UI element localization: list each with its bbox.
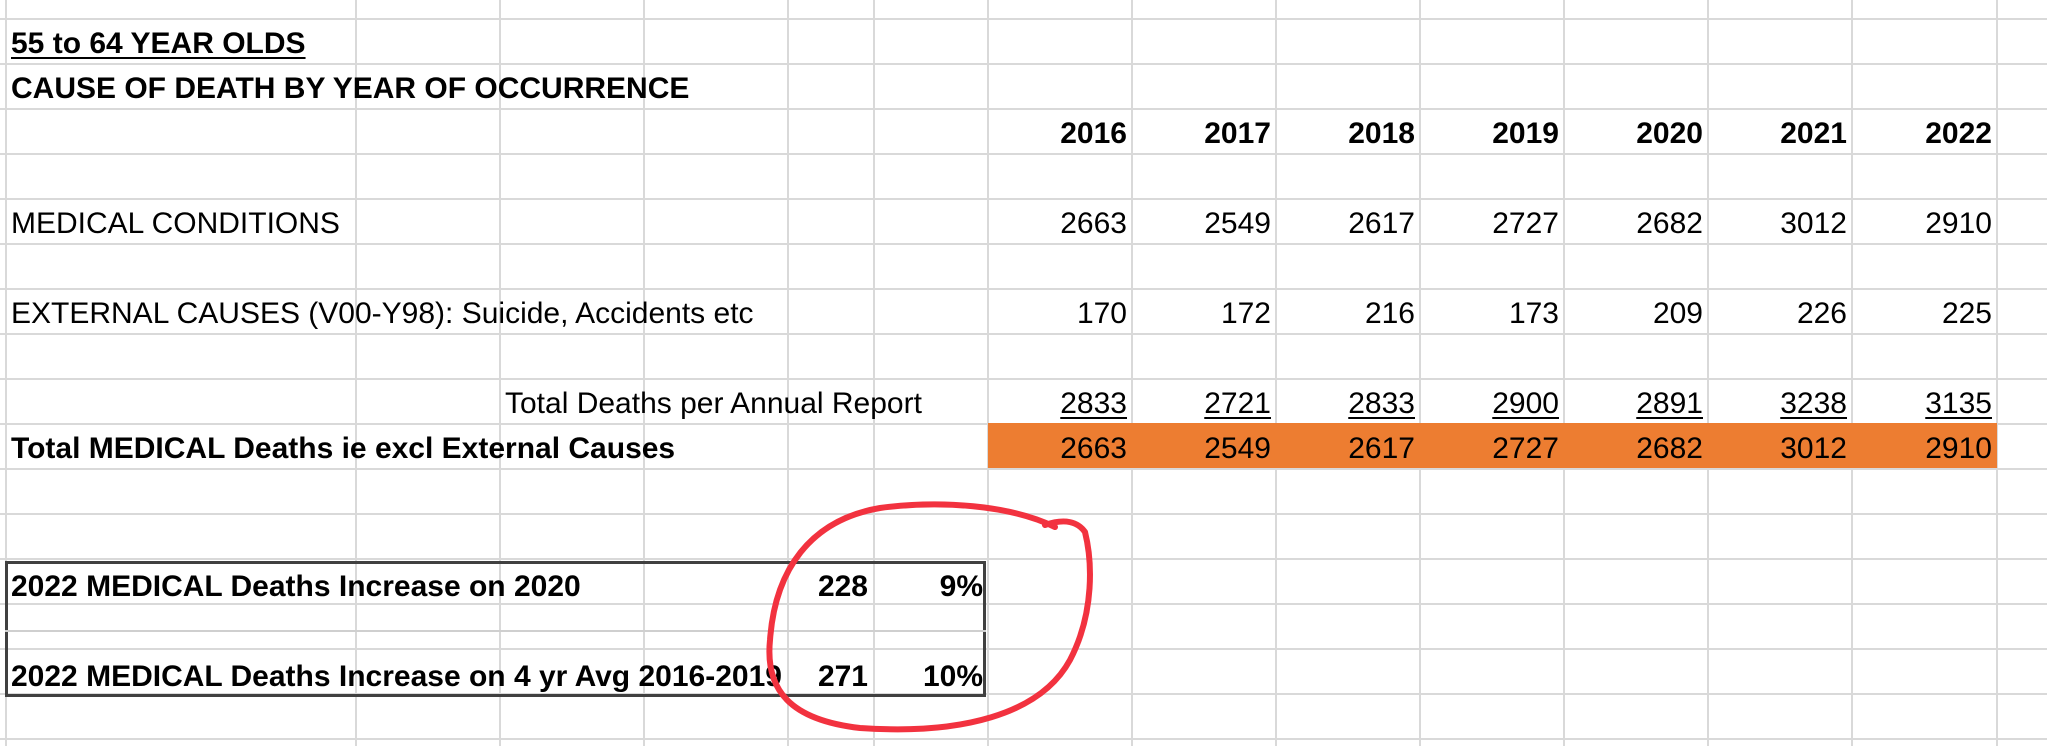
total-annual-cell[interactable]: 2900 [1492, 387, 1559, 420]
gridline [1996, 0, 1998, 746]
gridline [0, 63, 2047, 65]
external-causes-cell[interactable]: 172 [1220, 297, 1271, 330]
medical-conditions-cell[interactable]: 2549 [1204, 207, 1271, 240]
year-header[interactable]: 2020 [1636, 117, 1703, 150]
gridline [0, 18, 2047, 20]
gridline [0, 738, 2047, 740]
gridline [499, 0, 501, 746]
year-header[interactable]: 2019 [1492, 117, 1559, 150]
total-medical-cell[interactable]: 3012 [1780, 432, 1847, 465]
medical-conditions-cell[interactable]: 2682 [1636, 207, 1703, 240]
gridline [0, 288, 2047, 290]
external-causes-cell[interactable]: 226 [1796, 297, 1847, 330]
gridline [1563, 0, 1565, 746]
gridline [0, 108, 2047, 110]
external-causes-cell[interactable]: 209 [1652, 297, 1703, 330]
gridline [0, 468, 2047, 470]
year-header[interactable]: 2021 [1780, 117, 1847, 150]
gridline [643, 0, 645, 746]
row-label-medical-conditions[interactable]: MEDICAL CONDITIONS [11, 207, 340, 240]
medical-conditions-cell[interactable]: 2663 [1060, 207, 1127, 240]
age-group-title[interactable]: 55 to 64 YEAR OLDS [11, 27, 306, 60]
external-causes-cell[interactable]: 173 [1508, 297, 1559, 330]
gridline [0, 558, 2047, 560]
row-label-total-medical[interactable]: Total MEDICAL Deaths ie excl External Ca… [11, 432, 676, 465]
total-annual-cell[interactable]: 2891 [1636, 387, 1703, 420]
total-annual-cell[interactable]: 3135 [1925, 387, 1992, 420]
medical-conditions-cell[interactable]: 2617 [1348, 207, 1415, 240]
summary-percent-vs-2020[interactable]: 9% [939, 570, 983, 603]
gridline [787, 0, 789, 746]
gridline [1131, 0, 1133, 746]
gridline [0, 153, 2047, 155]
summary-percent-vs-avg[interactable]: 10% [922, 660, 983, 693]
total-medical-cell[interactable]: 2617 [1348, 432, 1415, 465]
medical-conditions-cell[interactable]: 3012 [1780, 207, 1847, 240]
total-annual-cell[interactable]: 2721 [1204, 387, 1271, 420]
year-header[interactable]: 2017 [1204, 117, 1271, 150]
gridline [1419, 0, 1421, 746]
summary-divider [5, 630, 986, 632]
gridline [1851, 0, 1853, 746]
total-medical-cell[interactable]: 2682 [1636, 432, 1703, 465]
gridline [0, 333, 2047, 335]
gridline [0, 513, 2047, 515]
year-header[interactable]: 2016 [1060, 117, 1127, 150]
total-medical-cell[interactable]: 2549 [1204, 432, 1271, 465]
medical-conditions-cell[interactable]: 2727 [1492, 207, 1559, 240]
summary-label-vs-2020[interactable]: 2022 MEDICAL Deaths Increase on 2020 [11, 570, 581, 603]
summary-value-vs-2020[interactable]: 228 [817, 570, 868, 603]
total-annual-cell[interactable]: 2833 [1348, 387, 1415, 420]
row-label-external-causes[interactable]: EXTERNAL CAUSES (V00-Y98): Suicide, Acci… [11, 297, 754, 330]
gridline [5, 0, 7, 746]
total-medical-cell[interactable]: 2727 [1492, 432, 1559, 465]
total-annual-cell[interactable]: 2833 [1060, 387, 1127, 420]
gridline [0, 198, 2047, 200]
external-causes-cell[interactable]: 225 [1941, 297, 1992, 330]
highlight-band [988, 423, 1997, 468]
total-annual-cell[interactable]: 3238 [1780, 387, 1847, 420]
row-label-total-annual[interactable]: Total Deaths per Annual Report [505, 387, 922, 420]
summary-label-vs-avg[interactable]: 2022 MEDICAL Deaths Increase on 4 yr Avg… [11, 660, 782, 693]
gridline [987, 0, 989, 746]
gridline [0, 378, 2047, 380]
external-causes-cell[interactable]: 170 [1076, 297, 1127, 330]
external-causes-cell[interactable]: 216 [1364, 297, 1415, 330]
gridline [1275, 0, 1277, 746]
gridline [873, 0, 875, 746]
year-header[interactable]: 2018 [1348, 117, 1415, 150]
gridline [355, 0, 357, 746]
medical-conditions-cell[interactable]: 2910 [1925, 207, 1992, 240]
gridline [0, 243, 2047, 245]
table-heading[interactable]: CAUSE OF DEATH BY YEAR OF OCCURRENCE [11, 72, 690, 105]
gridline [1707, 0, 1709, 746]
summary-value-vs-avg[interactable]: 271 [817, 660, 868, 693]
year-header[interactable]: 2022 [1925, 117, 1992, 150]
total-medical-cell[interactable]: 2910 [1925, 432, 1992, 465]
total-medical-cell[interactable]: 2663 [1060, 432, 1127, 465]
